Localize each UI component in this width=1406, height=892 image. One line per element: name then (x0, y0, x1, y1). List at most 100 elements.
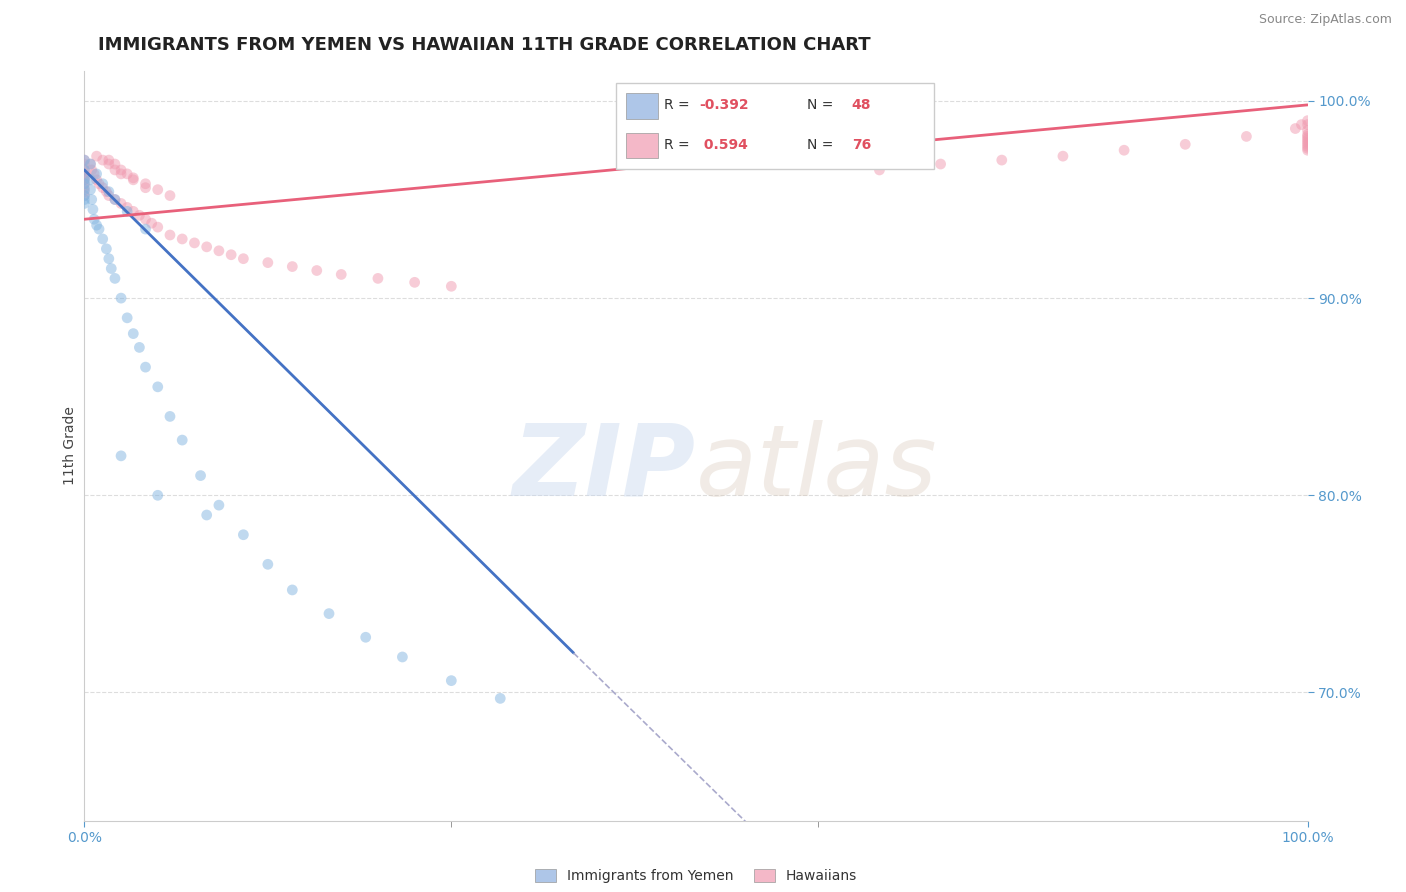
Point (232, 252, 254, 266)
Point (172, 433, 194, 447)
Point (1236, 129, 1258, 144)
Point (354, 630, 377, 644)
Point (97, 185, 120, 199)
Point (122, 204, 145, 219)
Point (195, 240, 218, 254)
Point (73, 185, 96, 199)
Point (190, 468, 212, 483)
Point (135, 177, 157, 191)
Point (281, 260, 304, 274)
Point (115, 167, 138, 181)
Point (91, 180, 114, 194)
Point (115, 204, 138, 219)
Point (79, 157, 101, 171)
Point (183, 235, 205, 250)
Point (869, 163, 891, 178)
Point (86, 173, 108, 187)
Point (73, 153, 96, 167)
Point (86, 167, 108, 181)
Point (104, 193, 127, 207)
Point (391, 650, 413, 665)
Point (489, 691, 512, 706)
Point (122, 326, 145, 341)
Point (122, 170, 145, 185)
Point (86, 218, 108, 232)
Point (79, 173, 101, 187)
Point (73, 173, 96, 187)
Point (991, 153, 1014, 167)
Point (122, 173, 145, 187)
Point (110, 449, 132, 463)
Point (87, 222, 110, 236)
Point (73, 188, 96, 202)
Point (128, 340, 150, 354)
Point (172, 232, 194, 246)
Point (232, 527, 254, 541)
Point (91, 232, 114, 246)
Point (257, 255, 280, 269)
Point (146, 183, 169, 197)
Point (135, 360, 157, 375)
Point (73, 173, 96, 187)
Point (110, 167, 132, 181)
Point (1052, 149, 1074, 163)
Point (97, 252, 120, 266)
Point (1296, 123, 1319, 137)
Point (305, 263, 328, 277)
Point (135, 212, 157, 227)
Point (1296, 143, 1319, 157)
Point (73, 177, 96, 191)
Point (159, 227, 181, 242)
Point (115, 310, 138, 325)
Legend: Immigrants from Yemen, Hawaiians: Immigrants from Yemen, Hawaiians (529, 863, 863, 888)
Point (219, 248, 242, 262)
Point (1296, 128, 1319, 142)
Point (159, 188, 181, 202)
Point (146, 380, 169, 394)
Point (86, 149, 108, 163)
Text: Source: ZipAtlas.com: Source: ZipAtlas.com (1258, 13, 1392, 27)
Point (97, 157, 120, 171)
Point (1284, 121, 1306, 136)
Point (73, 153, 96, 167)
Point (97, 188, 120, 202)
Point (73, 196, 96, 211)
Point (79, 183, 101, 197)
Text: atlas: atlas (696, 420, 938, 517)
Point (1296, 139, 1319, 153)
Point (1296, 133, 1319, 147)
Point (367, 271, 389, 285)
Point (91, 153, 114, 167)
Point (80, 163, 103, 178)
Point (104, 157, 127, 171)
Point (73, 183, 96, 197)
Point (73, 163, 96, 178)
Point (1296, 131, 1319, 145)
Y-axis label: 11th Grade: 11th Grade (63, 407, 77, 485)
Point (281, 582, 304, 597)
Point (83, 212, 105, 227)
Point (208, 244, 231, 258)
Text: IMMIGRANTS FROM YEMEN VS HAWAIIAN 11TH GRADE CORRELATION CHART: IMMIGRANTS FROM YEMEN VS HAWAIIAN 11TH G… (98, 36, 872, 54)
Point (73, 180, 96, 194)
Point (440, 279, 463, 293)
Point (146, 220, 169, 235)
Point (79, 157, 101, 171)
Point (104, 193, 127, 207)
Point (128, 208, 150, 222)
Point (208, 498, 231, 512)
Point (73, 177, 96, 191)
Point (83, 167, 105, 181)
Point (146, 488, 169, 502)
Point (82, 202, 104, 217)
Point (96, 242, 118, 256)
Point (110, 163, 132, 178)
Point (1114, 143, 1136, 157)
Point (104, 163, 127, 178)
Point (330, 268, 353, 282)
Point (1296, 113, 1319, 128)
Point (1296, 129, 1319, 144)
Point (115, 201, 138, 215)
Point (73, 170, 96, 185)
Point (404, 276, 426, 290)
